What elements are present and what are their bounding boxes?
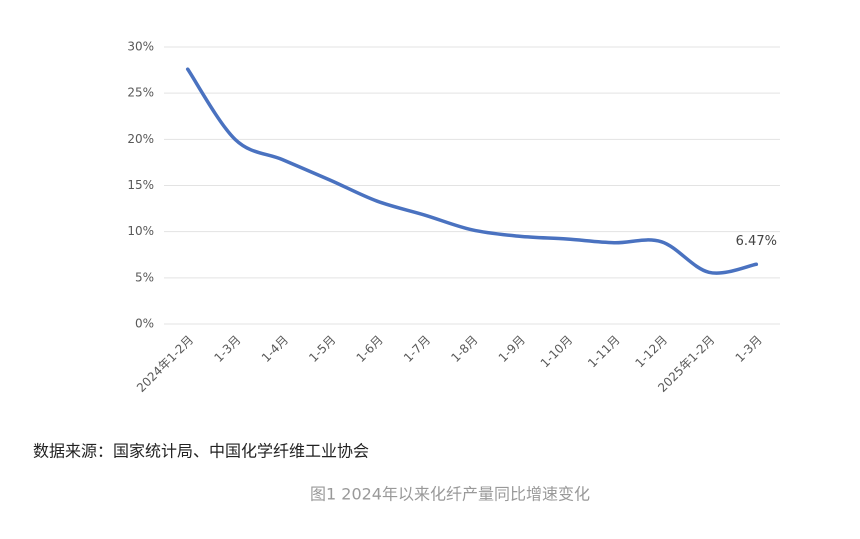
x-tick-label: 1-6月 — [354, 333, 386, 365]
x-tick-label: 1-3月 — [733, 333, 765, 365]
x-tick-label: 1-8月 — [448, 333, 480, 365]
x-tick-label: 1-5月 — [306, 333, 338, 365]
x-tick-label: 1-11月 — [585, 333, 623, 371]
y-tick-label: 30% — [127, 40, 154, 54]
y-tick-label: 15% — [127, 178, 154, 192]
line — [185, 67, 759, 275]
x-tick-label: 1-7月 — [401, 333, 433, 365]
x-tick-label: 1-12月 — [632, 333, 670, 371]
y-tick-label: 0% — [135, 317, 154, 331]
x-tick-label: 1-3月 — [211, 333, 243, 365]
y-tick-label: 25% — [127, 86, 154, 100]
x-tick-label: 1-9月 — [496, 333, 528, 365]
data-label: 6.47% — [736, 234, 777, 249]
y-tick-label: 20% — [127, 132, 154, 146]
caption: 图1 2024年以来化纤产量同比增速变化 — [310, 485, 590, 504]
x-tick-label: 2024年1-2月 — [134, 333, 196, 395]
y-tick-label: 10% — [127, 224, 154, 238]
x-tick-label: 1-10月 — [538, 333, 576, 371]
source-note: 数据来源：国家统计局、中国化学纤维工业协会 — [33, 442, 369, 461]
y-tick-label: 5% — [135, 270, 154, 284]
x-tick-label: 1-4月 — [259, 333, 291, 365]
